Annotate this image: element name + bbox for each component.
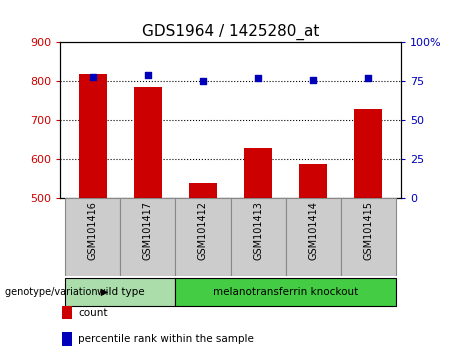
Bar xyxy=(120,198,176,276)
Text: GSM101413: GSM101413 xyxy=(253,201,263,260)
Bar xyxy=(355,109,382,198)
Text: count: count xyxy=(78,308,108,318)
Point xyxy=(89,74,97,80)
Text: GSM101414: GSM101414 xyxy=(308,201,318,260)
Bar xyxy=(65,198,120,276)
Bar xyxy=(176,198,230,276)
Point xyxy=(199,79,207,84)
Point xyxy=(144,72,152,78)
Bar xyxy=(285,198,341,276)
Bar xyxy=(299,164,327,198)
Text: wild type: wild type xyxy=(97,287,144,297)
Bar xyxy=(230,198,285,276)
Text: GSM101415: GSM101415 xyxy=(363,201,373,260)
Bar xyxy=(244,148,272,198)
Text: genotype/variation ▶: genotype/variation ▶ xyxy=(5,287,108,297)
Text: GSM101417: GSM101417 xyxy=(143,201,153,260)
Point xyxy=(254,75,262,81)
Bar xyxy=(134,87,162,198)
Title: GDS1964 / 1425280_at: GDS1964 / 1425280_at xyxy=(142,23,319,40)
Bar xyxy=(79,74,106,198)
Text: percentile rank within the sample: percentile rank within the sample xyxy=(78,334,254,344)
Bar xyxy=(341,198,396,276)
Point xyxy=(309,77,317,83)
Point xyxy=(364,75,372,81)
Text: GSM101416: GSM101416 xyxy=(88,201,98,260)
Bar xyxy=(65,278,176,306)
Text: melanotransferrin knockout: melanotransferrin knockout xyxy=(213,287,358,297)
Bar xyxy=(189,183,217,198)
Text: GSM101412: GSM101412 xyxy=(198,201,208,260)
Bar xyxy=(176,278,396,306)
